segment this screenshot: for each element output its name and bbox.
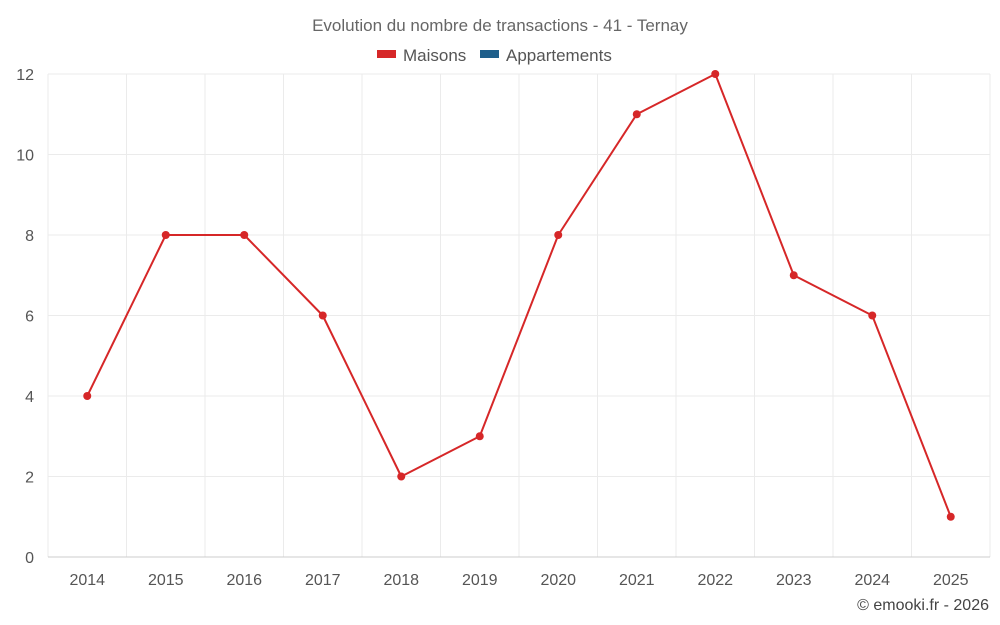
y-tick-label: 10: [16, 148, 34, 165]
data-point-maisons-2018[interactable]: [397, 472, 406, 481]
data-point-maisons-2017[interactable]: [318, 311, 327, 320]
data-point-maisons-2014[interactable]: [83, 392, 92, 400]
legend[interactable]: Maisons Appartements: [377, 46, 612, 65]
data-point-maisons-2022[interactable]: [711, 70, 720, 78]
y-tick-label: 6: [25, 309, 34, 326]
legend-label-appartements: Appartements: [506, 46, 612, 65]
grid: [47, 73, 991, 557]
x-tick-label: 2024: [854, 572, 890, 589]
x-tick-label: 2016: [226, 572, 262, 589]
axes: 0 2 4 6 8 10 12 2014 2015 2016 2017 2018 2019 2020 202…: [16, 67, 990, 589]
x-tick-label: 2022: [697, 572, 733, 589]
data-point-maisons-2016[interactable]: [240, 231, 249, 239]
credit-text: © emooki.fr - 2026: [857, 597, 989, 614]
series: [83, 70, 955, 521]
x-tick-label: 2023: [776, 572, 812, 589]
legend-item-appartements[interactable]: Appartements: [480, 46, 612, 65]
data-point-maisons-2023[interactable]: [789, 271, 798, 280]
y-tick-label: 0: [25, 550, 34, 567]
y-tick-label: 8: [25, 228, 34, 245]
x-tick-label: 2017: [305, 572, 341, 589]
data-point-maisons-2021[interactable]: [632, 110, 641, 119]
x-tick-label: 2020: [540, 572, 576, 589]
data-point-maisons-2024[interactable]: [868, 311, 877, 320]
data-point-maisons-2019[interactable]: [475, 432, 484, 441]
legend-item-maisons[interactable]: Maisons: [377, 46, 466, 65]
data-point-maisons-2015[interactable]: [161, 231, 170, 239]
chart-title: Evolution du nombre de transactions - 41…: [312, 16, 688, 35]
data-point-maisons-2025[interactable]: [946, 512, 955, 521]
x-tick-label: 2018: [383, 572, 419, 589]
data-point-maisons-2020[interactable]: [554, 231, 563, 239]
y-tick-label: 12: [16, 67, 34, 84]
x-tick-label: 2015: [148, 572, 184, 589]
y-tick-label: 4: [25, 389, 34, 406]
series-line-maisons: [86, 73, 952, 518]
legend-swatch-maisons: [377, 50, 396, 58]
x-tick-label: 2025: [933, 572, 969, 589]
x-tick-label: 2021: [619, 572, 655, 589]
x-tick-label: 2014: [69, 572, 105, 589]
y-tick-label: 2: [25, 470, 34, 487]
x-tick-label: 2019: [462, 572, 498, 589]
legend-label-maisons: Maisons: [403, 46, 466, 65]
legend-swatch-appartements: [480, 50, 499, 58]
